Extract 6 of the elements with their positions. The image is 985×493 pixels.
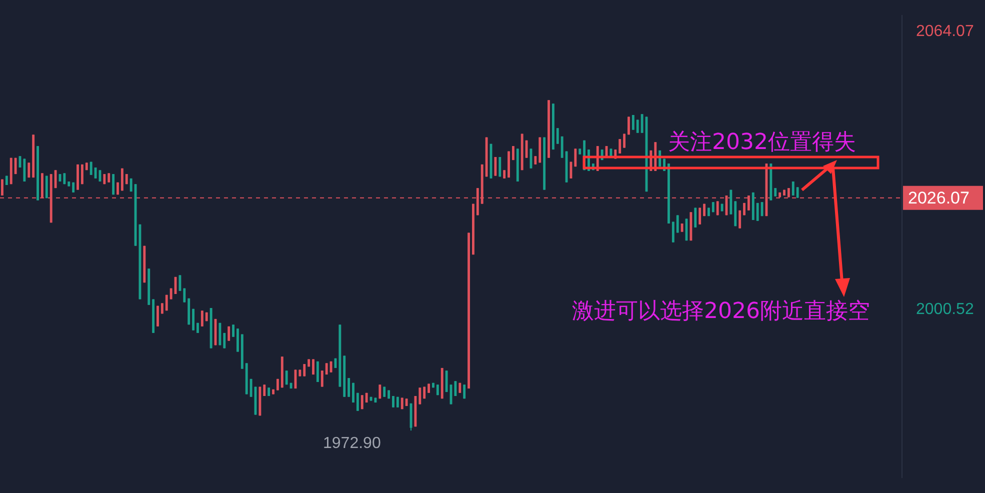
y-tick-label: 2000.52: [916, 301, 974, 318]
ref-line-label: 2026.07: [908, 188, 970, 208]
annotation: 激进可以选择2026附近直接空: [572, 298, 870, 326]
annotation: 1972.90: [323, 435, 381, 453]
y-tick-label: 2064.07: [916, 22, 974, 40]
annotation: 关注2032位置得失: [668, 129, 856, 157]
